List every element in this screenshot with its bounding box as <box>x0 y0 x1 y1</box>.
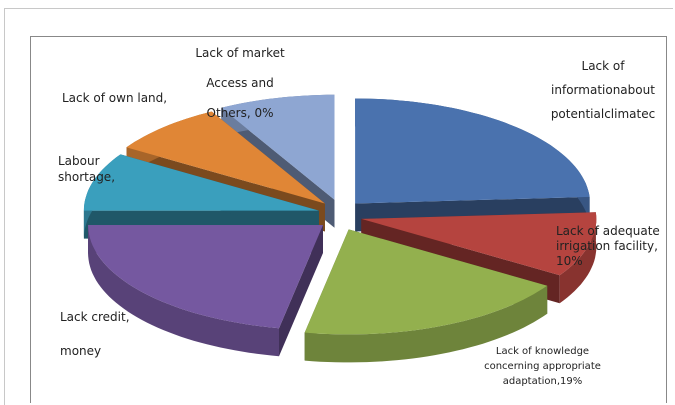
slice-label: Lack of adequate irrigation facility, 10… <box>556 224 660 268</box>
slice-label: Lack of knowledge concerning appropriate… <box>484 346 601 387</box>
frame <box>4 8 673 405</box>
slice-label: Labour shortage, <box>58 154 116 184</box>
slice <box>304 229 548 335</box>
slice <box>361 212 597 276</box>
slice-side <box>88 225 279 357</box>
slice-label: Lack of own land, <box>62 91 168 105</box>
chart-area <box>30 36 667 403</box>
slice-wall <box>279 225 323 357</box>
slice-label: Lack of market Access and Others, 0% <box>195 46 285 120</box>
slice-side <box>559 212 597 304</box>
slice <box>88 225 323 329</box>
slice <box>126 111 325 204</box>
slice-side <box>304 285 548 363</box>
slice <box>221 94 335 200</box>
slice-label: Lack credit, money <box>60 310 130 358</box>
slice <box>355 98 590 204</box>
slice <box>83 154 319 211</box>
slice-label: Lack of informationabout potentialclimat… <box>550 59 656 121</box>
